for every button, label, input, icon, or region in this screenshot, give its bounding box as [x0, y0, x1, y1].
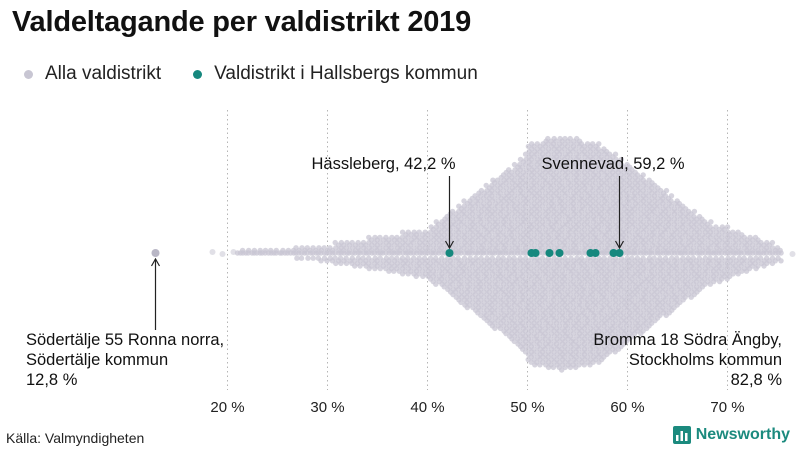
district-point [458, 250, 464, 256]
district-point [778, 258, 784, 264]
all-districts-swarm [151, 135, 796, 373]
district-point [708, 219, 714, 225]
chart-title: Valdeltagande per valdistrikt 2019 [12, 6, 472, 38]
district-point [433, 271, 439, 277]
district-point [668, 198, 674, 204]
annotation-min-line-2: 12,8 % [26, 371, 78, 389]
district-point [305, 255, 311, 261]
district-point [578, 302, 584, 308]
annotation-max-line-0: Bromma 18 Södra Ängby, [593, 331, 782, 349]
district-point [310, 255, 316, 261]
district-point [724, 224, 731, 230]
annotation-min-line-0: Södertälje 55 Ronna norra, [26, 331, 224, 349]
x-tick-label-20: 20 % [210, 399, 244, 416]
annotation-hassleberg: Hässleberg, 42,2 % [312, 155, 456, 173]
brand-name: Newsworthy [695, 426, 790, 443]
x-tick-label-50: 50 % [510, 399, 544, 416]
district-point [424, 250, 431, 256]
district-point [769, 239, 776, 246]
hallsberg-points [445, 249, 624, 257]
legend-item-hallsberg: Valdistrikt i Hallsbergs kommun [193, 63, 478, 85]
district-point [575, 351, 582, 358]
annotation-svennevad: Svennevad, 59,2 % [542, 155, 685, 173]
annotation-min-arrow-head [150, 257, 161, 267]
annotation-hassleberg-arrow-head [444, 240, 455, 250]
hallsberg-point [591, 249, 600, 257]
district-point [332, 250, 338, 256]
x-tick-label-70: 70 % [710, 399, 744, 416]
annotations: Hässleberg, 42,2 % Svennevad, 59,2 % Söder… [26, 155, 783, 389]
beeswarm-chart: Hässleberg, 42,2 % Svennevad, 59,2 % Söder… [26, 110, 796, 416]
annotation-svennevad-arrow-head [614, 240, 625, 250]
district-point [219, 251, 226, 257]
legend-swatch-all [24, 69, 33, 79]
district-point-min [151, 249, 160, 257]
district-point [542, 221, 548, 228]
district-point [640, 172, 646, 178]
district-point [603, 164, 610, 170]
hallsberg-point [445, 249, 454, 257]
x-axis-tick-labels: 20 %30 %40 %50 %60 %70 %80 % [210, 399, 744, 416]
district-point [357, 250, 363, 256]
legend-swatch-hallsberg [193, 69, 203, 79]
district-point [596, 141, 602, 147]
district-point [618, 156, 625, 163]
district-point [343, 255, 349, 261]
district-point [663, 187, 670, 194]
district-point [396, 250, 402, 256]
district-point [691, 208, 698, 215]
x-tick-label-40: 40 % [410, 399, 444, 416]
district-point [550, 364, 557, 371]
district-point [245, 250, 251, 256]
district-point [394, 255, 400, 261]
district-point [209, 249, 216, 255]
legend: Alla valdistrikt Valdistrikt i Hallsberg… [24, 62, 510, 86]
brand-logo: Newsworthy [672, 426, 790, 444]
hallsberg-point [531, 249, 540, 257]
hallsberg-point [615, 249, 624, 257]
district-point [789, 251, 796, 257]
district-point [273, 250, 279, 256]
legend-label-hallsberg: Valdistrikt i Hallsbergs kommun [214, 63, 478, 84]
hallsberg-point [545, 249, 554, 257]
legend-item-all: Alla valdistrikt [24, 63, 161, 85]
district-point [539, 161, 545, 168]
legend-label-all: Alla valdistrikt [45, 63, 162, 84]
annotation-max-line-1: Stockholms kommun [629, 351, 782, 369]
hallsberg-point [609, 249, 618, 257]
x-tick-label-30: 30 % [310, 399, 344, 416]
x-tick-label-60: 60 % [610, 399, 644, 416]
district-point [612, 151, 619, 157]
hallsberg-point [555, 249, 564, 257]
district-point [778, 250, 784, 256]
district-point [668, 193, 675, 199]
source-note: Källa: Valmyndigheten [6, 430, 145, 446]
newsworthy-logo-icon [672, 426, 691, 444]
district-point [494, 203, 500, 209]
district-point [294, 255, 300, 261]
district-point [298, 255, 305, 261]
annotation-max-line-2: 82,8 % [731, 371, 783, 389]
annotation-min-line-1: Södertälje kommun [26, 351, 168, 369]
